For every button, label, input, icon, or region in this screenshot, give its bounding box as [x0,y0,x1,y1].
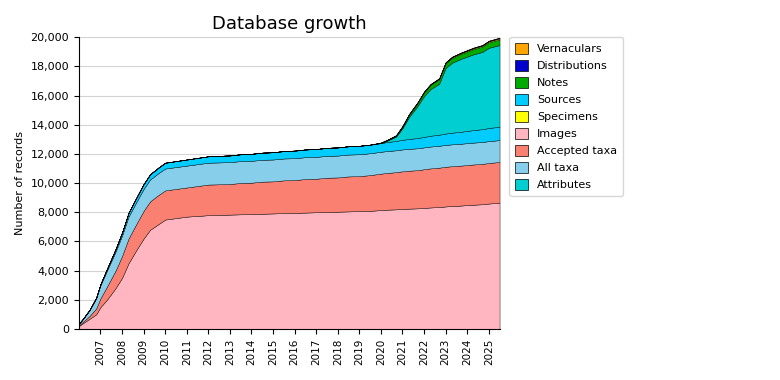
Legend: Vernaculars, Distributions, Notes, Sources, Specimens, Images, Accepted taxa, Al: Vernaculars, Distributions, Notes, Sourc… [509,37,622,196]
Y-axis label: Number of records: Number of records [15,131,25,235]
Title: Database growth: Database growth [212,15,367,33]
